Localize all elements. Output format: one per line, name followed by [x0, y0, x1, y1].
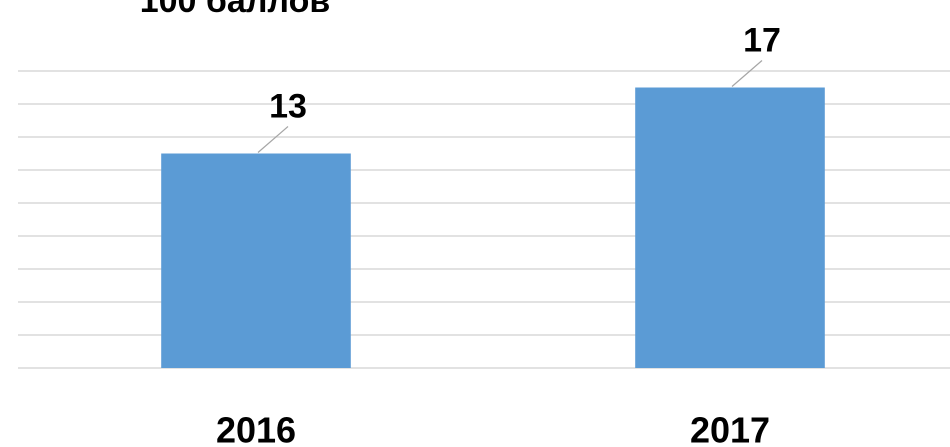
data-label: 17 [743, 21, 781, 59]
x-tick-label: 2017 [690, 410, 770, 447]
chart-title: 100 баллов [140, 0, 331, 20]
x-tick-label: 2016 [216, 410, 296, 447]
data-label: 13 [269, 87, 307, 125]
leader-line [257, 126, 289, 153]
bar [161, 153, 351, 368]
leader-line [731, 60, 763, 87]
bar [635, 87, 825, 368]
